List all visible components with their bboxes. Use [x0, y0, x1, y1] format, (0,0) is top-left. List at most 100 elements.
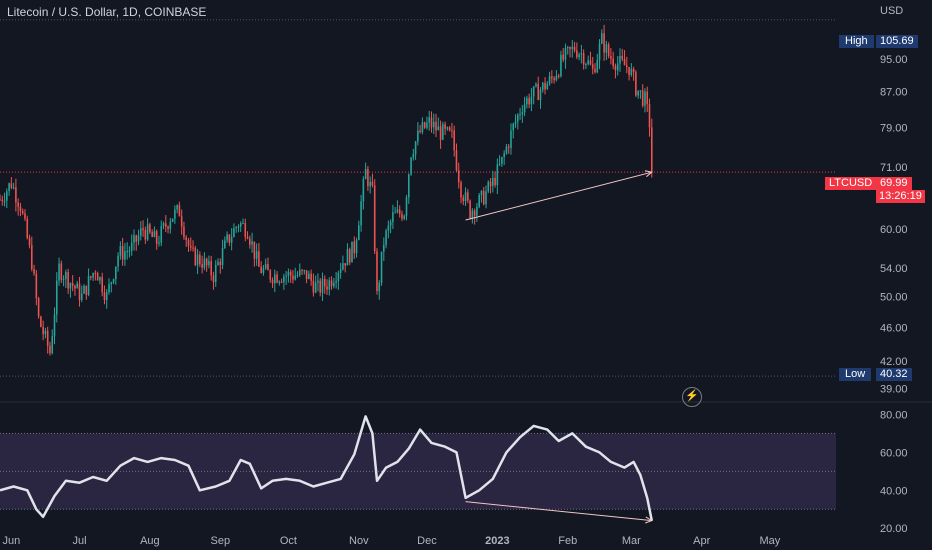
candle-body: [546, 83, 549, 90]
candle-body: [60, 263, 63, 280]
candle-body: [185, 237, 188, 241]
candle-body: [480, 190, 483, 195]
candle-body: [637, 90, 639, 96]
candle-body: [3, 200, 6, 202]
candle-body: [314, 282, 317, 293]
candle-body: [407, 174, 410, 198]
candle-body: [283, 276, 285, 283]
candle-body: [442, 124, 444, 140]
candle-body: [362, 179, 365, 202]
lightning-bolt-icon[interactable]: ⚡: [682, 387, 702, 407]
candle-body: [539, 89, 542, 100]
candle-body: [214, 264, 217, 283]
candle-body: [183, 226, 185, 238]
month-label: Mar: [622, 535, 641, 547]
candle-body: [28, 238, 31, 246]
candle-body: [333, 282, 335, 287]
candle-body: [396, 209, 399, 213]
candle-body: [199, 254, 201, 265]
indicator-pane[interactable]: [0, 415, 836, 521]
candle-body: [258, 251, 260, 267]
indicator-band: [0, 433, 836, 510]
candle-body: [262, 268, 265, 273]
candle-body: [514, 121, 517, 124]
axis-labels: 95.0087.0079.0071.0066.0060.0054.0050.00…: [2, 54, 907, 547]
candle-body: [92, 273, 94, 278]
candle-body: [358, 225, 360, 240]
candle-body: [67, 272, 69, 289]
candle-body: [305, 270, 308, 280]
candle-body: [1, 199, 4, 201]
candle-body: [53, 314, 56, 337]
candle-body: [503, 153, 505, 158]
candle-body: [360, 201, 362, 226]
candle-body: [130, 242, 133, 251]
candlestick-series[interactable]: [0, 24, 653, 356]
candle-body: [310, 273, 312, 281]
candle-body: [346, 249, 349, 266]
candle-body: [217, 261, 219, 265]
candle-body: [535, 83, 537, 87]
price-tick-label: 50.00: [880, 292, 908, 304]
candle-body: [112, 279, 115, 283]
candle-body: [196, 254, 199, 266]
candle-body: [40, 316, 42, 327]
price-tick-label: 71.00: [880, 162, 908, 174]
candle-body: [321, 278, 324, 293]
candle-body: [619, 55, 621, 64]
candle-body: [478, 194, 480, 207]
candle-body: [428, 117, 431, 123]
candle-body: [162, 223, 165, 226]
candle-body: [505, 146, 508, 154]
candle-body: [412, 154, 415, 158]
candle-body: [49, 345, 51, 354]
candle-body: [410, 157, 412, 175]
candle-body: [160, 225, 163, 243]
candle-body: [430, 117, 433, 128]
candle-body: [330, 280, 333, 287]
candle-body: [464, 192, 467, 202]
candle-body: [587, 60, 589, 64]
candle-body: [557, 75, 560, 77]
month-label: 2023: [485, 535, 509, 547]
candle-body: [628, 67, 630, 76]
candle-body: [394, 212, 396, 214]
candle-body: [251, 241, 253, 245]
high-value-tag: 105.69: [876, 35, 918, 48]
candle-body: [140, 228, 142, 236]
candle-body: [476, 206, 478, 216]
candle-body: [178, 205, 181, 217]
candle-body: [51, 336, 54, 354]
candle-body: [65, 272, 67, 279]
candle-body: [594, 68, 596, 73]
candle-body: [521, 112, 524, 115]
candle-body: [605, 44, 608, 53]
candle-body: [0, 199, 1, 201]
candle-body: [267, 264, 269, 271]
indicator-tick-label: 40.00: [880, 485, 908, 497]
candle-body: [103, 292, 106, 301]
last-price-tag: 69.99: [876, 177, 912, 190]
candle-body: [24, 213, 26, 219]
candle-body: [426, 122, 428, 128]
candle-body: [46, 330, 49, 346]
candle-body: [569, 47, 571, 50]
candle-body: [110, 282, 113, 285]
candle-body: [21, 211, 24, 214]
candle-body: [392, 212, 394, 223]
candle-body: [8, 183, 10, 192]
candle-body: [58, 263, 60, 281]
candle-body: [169, 221, 172, 229]
candle-body: [516, 114, 519, 122]
candle-body: [208, 261, 210, 266]
candle-body: [455, 150, 458, 171]
candle-body: [457, 170, 460, 183]
candle-body: [78, 283, 81, 301]
indicator-tick-label: 20.00: [880, 523, 908, 535]
candle-body: [482, 190, 485, 205]
candle-body: [301, 269, 303, 271]
candle-body: [10, 183, 13, 188]
candle-body: [55, 280, 58, 315]
candle-body: [337, 272, 340, 281]
